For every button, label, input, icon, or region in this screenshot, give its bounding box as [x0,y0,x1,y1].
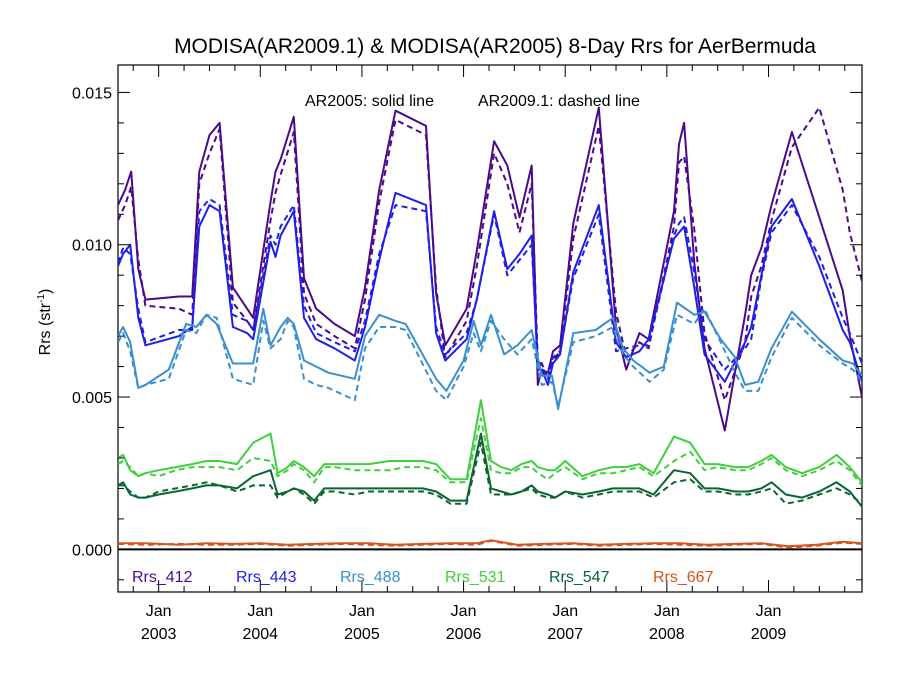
series-line-rrs-443-solid [118,191,862,386]
series-line-rrs-443-dashed [118,198,862,380]
legend: Rrs_412 Rrs_443 Rrs_488 Rrs_531 Rrs_547 Rrs_6… [132,569,714,586]
y-tick-label: 0.015 [72,85,112,102]
series-line-rrs-412-dashed [118,106,862,402]
series-line-rrs-412-solid [118,106,862,432]
x-tick-month: Jan [654,603,680,620]
y-axis-label-sup: -1 [36,294,47,303]
series-line-rrs-488-dashed [118,307,862,408]
y-axis-label: Rrs (str-1) [36,289,54,356]
x-tick-month: Jan [146,603,172,620]
x-tick-year: 2007 [547,626,583,643]
y-tick-label: 0.000 [72,542,112,559]
y-axis-label-main: Rrs (str [37,302,54,355]
x-tick-year: 2004 [242,626,278,643]
legend-entry-rrs-547: Rrs_547 [549,569,610,586]
x-tick-month: Jan [349,603,375,620]
x-tick-month: Jan [552,603,578,620]
x-tick-month: Jan [247,603,273,620]
x-tick-year: 2005 [344,626,380,643]
x-tick-year: 2008 [649,626,685,643]
series-line-rrs-667-dashed [118,539,862,549]
legend-entry-rrs-667: Rrs_667 [653,569,714,586]
legend-entry-rrs-412: Rrs_412 [132,569,193,586]
chart-title: MODISA(AR2009.1) & MODISA(AR2005) 8-Day … [174,35,816,58]
series-line-rrs-547-dashed [118,441,862,505]
series-line-rrs-547-solid [118,432,862,508]
legend-entry-rrs-443: Rrs_443 [236,569,297,586]
x-tick-month: Jan [756,603,782,620]
annotation-dashed: AR2009.1: dashed line [478,93,640,110]
axis-ticks: 0.000 0.005 0.010 0.015 Jan 2003 Jan 2004 Jan 200… [72,65,862,643]
y-tick-label: 0.005 [72,390,112,407]
x-tick-year: 2009 [751,626,787,643]
plot-area [117,64,863,593]
annotation-solid: AR2005: solid line [305,93,434,110]
plot-frame [117,64,863,593]
legend-entry-rrs-488: Rrs_488 [340,569,401,586]
x-tick-year: 2003 [141,626,177,643]
series-line-rrs-531-solid [118,399,862,483]
series-line-rrs-488-solid [118,301,862,411]
y-tick-label: 0.010 [72,238,112,255]
x-tick-year: 2006 [446,626,482,643]
legend-entry-rrs-531: Rrs_531 [445,569,506,586]
series-lines [118,106,862,549]
y-axis-label-end: ) [37,289,54,294]
x-tick-month: Jan [451,603,477,620]
